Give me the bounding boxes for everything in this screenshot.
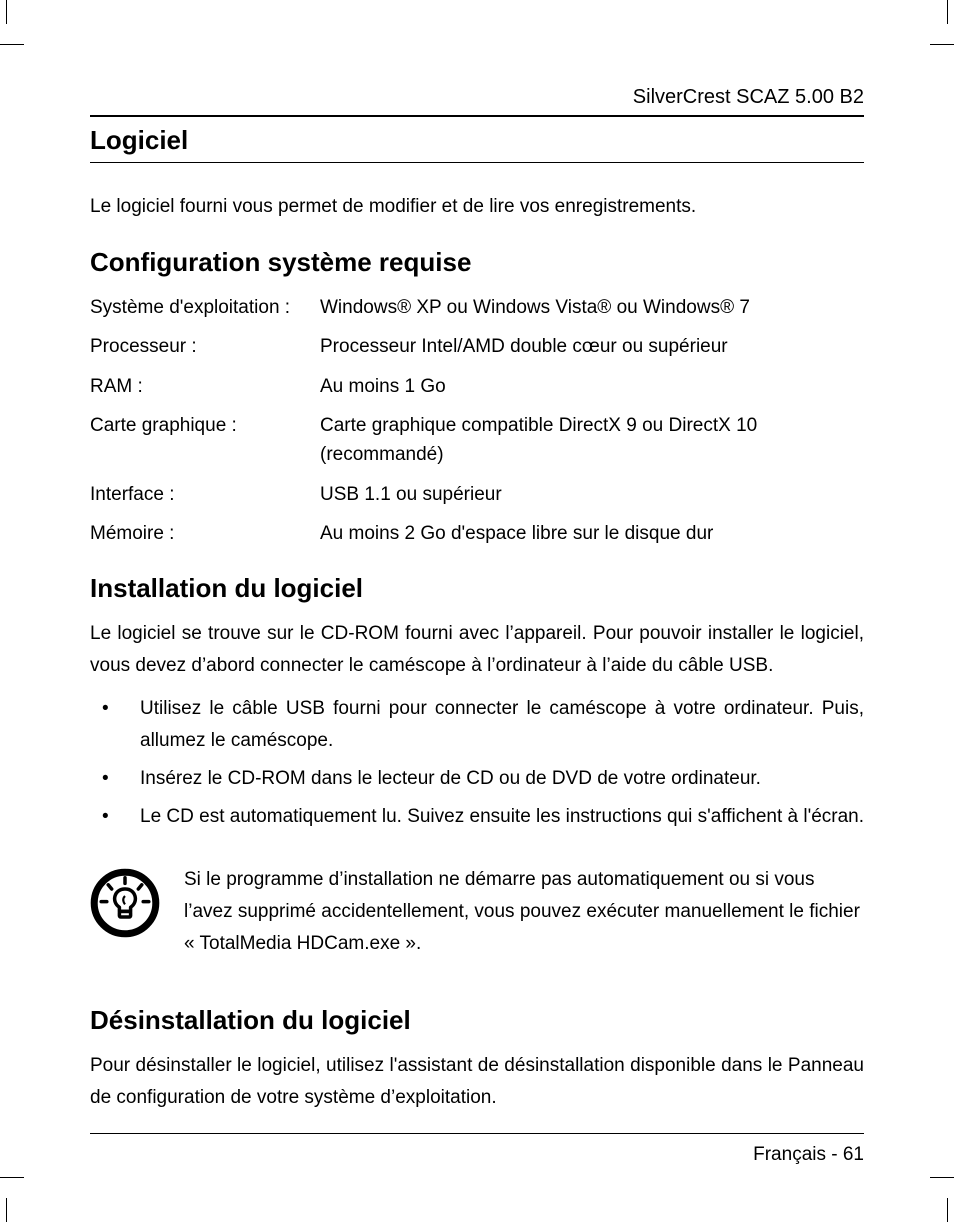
heading-logiciel-rule: [90, 162, 864, 163]
spec-label: Carte graphique :: [90, 411, 320, 470]
list-item: Insérez le CD-ROM dans le lecteur de CD …: [90, 763, 864, 795]
spec-value: Au moins 1 Go: [320, 372, 864, 401]
spec-table: Système d'exploitation : Windows® XP ou …: [90, 293, 864, 549]
tip-block: Si le programme d’installation ne démarr…: [90, 864, 864, 961]
install-intro: Le logiciel se trouve sur le CD-ROM four…: [90, 618, 864, 683]
spec-value: Carte graphique compatible DirectX 9 ou …: [320, 411, 864, 470]
spec-row: Processeur : Processeur Intel/AMD double…: [90, 332, 864, 361]
heading-install: Installation du logiciel: [90, 573, 864, 604]
spec-row: Système d'exploitation : Windows® XP ou …: [90, 293, 864, 322]
spec-label: RAM :: [90, 372, 320, 401]
logiciel-intro: Le logiciel fourni vous permet de modifi…: [90, 191, 864, 223]
spec-label: Processeur :: [90, 332, 320, 361]
spec-value: Windows® XP ou Windows Vista® ou Windows…: [320, 293, 864, 322]
spec-label: Mémoire :: [90, 519, 320, 548]
footer-rule: [90, 1133, 864, 1134]
page-footer: Français - 61: [90, 1144, 864, 1166]
uninstall-intro: Pour désinstaller le logiciel, utilisez …: [90, 1050, 864, 1115]
spec-value: Processeur Intel/AMD double cœur ou supé…: [320, 332, 864, 361]
spec-label: Interface :: [90, 480, 320, 509]
tip-text: Si le programme d’installation ne démarr…: [184, 864, 864, 961]
heading-logiciel: Logiciel: [90, 125, 864, 156]
lightbulb-icon: [90, 868, 160, 938]
list-item: Le CD est automatiquement lu. Suivez ens…: [90, 801, 864, 833]
header-brand: SilverCrest SCAZ 5.00 B2: [90, 86, 864, 115]
spec-row: Mémoire : Au moins 2 Go d'espace libre s…: [90, 519, 864, 548]
spec-row: Interface : USB 1.1 ou supérieur: [90, 480, 864, 509]
spec-row: Carte graphique : Carte graphique compat…: [90, 411, 864, 470]
header-rule: [90, 115, 864, 117]
heading-config: Configuration système requise: [90, 247, 864, 278]
list-item: Utilisez le câble USB fourni pour connec…: [90, 693, 864, 758]
spec-row: RAM : Au moins 1 Go: [90, 372, 864, 401]
spec-label: Système d'exploitation :: [90, 293, 320, 322]
spec-value: Au moins 2 Go d'espace libre sur le disq…: [320, 519, 864, 548]
spec-value: USB 1.1 ou supérieur: [320, 480, 864, 509]
install-bullets: Utilisez le câble USB fourni pour connec…: [90, 693, 864, 834]
heading-uninstall: Désinstallation du logiciel: [90, 1005, 864, 1036]
